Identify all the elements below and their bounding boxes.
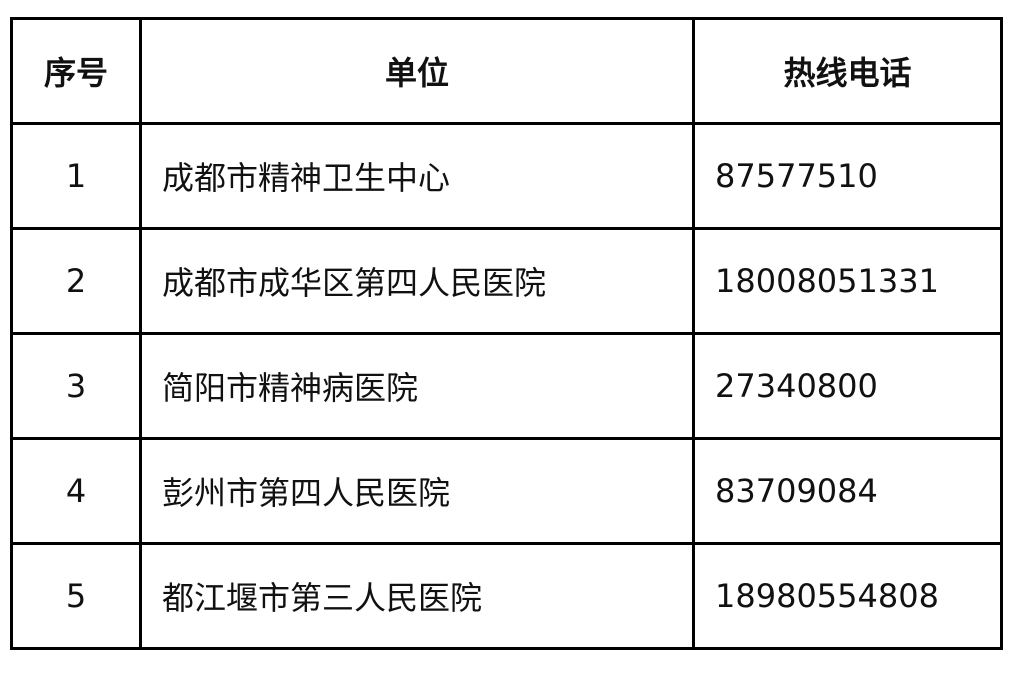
table-row: 5 都江堰市第三人民医院 18980554808 <box>10 542 1003 650</box>
table-row: 1 成都市精神卫生中心 87577510 <box>10 122 1003 230</box>
table-cell: 2 <box>10 227 142 335</box>
table-cell: 彭州市第四人民医院 <box>139 437 695 545</box>
table-cell: 5 <box>10 542 142 650</box>
table-row: 2 成都市成华区第四人民医院 18008051331 <box>10 227 1003 335</box>
table-cell: 87577510 <box>692 122 1003 230</box>
table-row: 4 彭州市第四人民医院 83709084 <box>10 437 1003 545</box>
table-row: 3 简阳市精神病医院 27340800 <box>10 332 1003 440</box>
table-cell: 3 <box>10 332 142 440</box>
table-cell: 都江堰市第三人民医院 <box>139 542 695 650</box>
table-cell: 成都市精神卫生中心 <box>139 122 695 230</box>
table-body: 1 成都市精神卫生中心 87577510 2 成都市成华区第四人民医院 180080513… <box>10 122 1003 650</box>
table-cell: 4 <box>10 437 142 545</box>
hotline-table: 序号 单位 热线电话 1 成都市精神卫生中心 87577510 2 成都市成华区第四人民医院… <box>10 17 1003 650</box>
table-cell: 1 <box>10 122 142 230</box>
table-cell: 简阳市精神病医院 <box>139 332 695 440</box>
header-cell: 序号 <box>10 17 142 125</box>
table-cell: 83709084 <box>692 437 1003 545</box>
header-row: 序号 单位 热线电话 <box>10 17 1003 125</box>
header-cell: 热线电话 <box>692 17 1003 125</box>
table-cell: 18008051331 <box>692 227 1003 335</box>
header-cell: 单位 <box>139 17 695 125</box>
table-cell: 成都市成华区第四人民医院 <box>139 227 695 335</box>
table-cell: 18980554808 <box>692 542 1003 650</box>
table-cell: 27340800 <box>692 332 1003 440</box>
